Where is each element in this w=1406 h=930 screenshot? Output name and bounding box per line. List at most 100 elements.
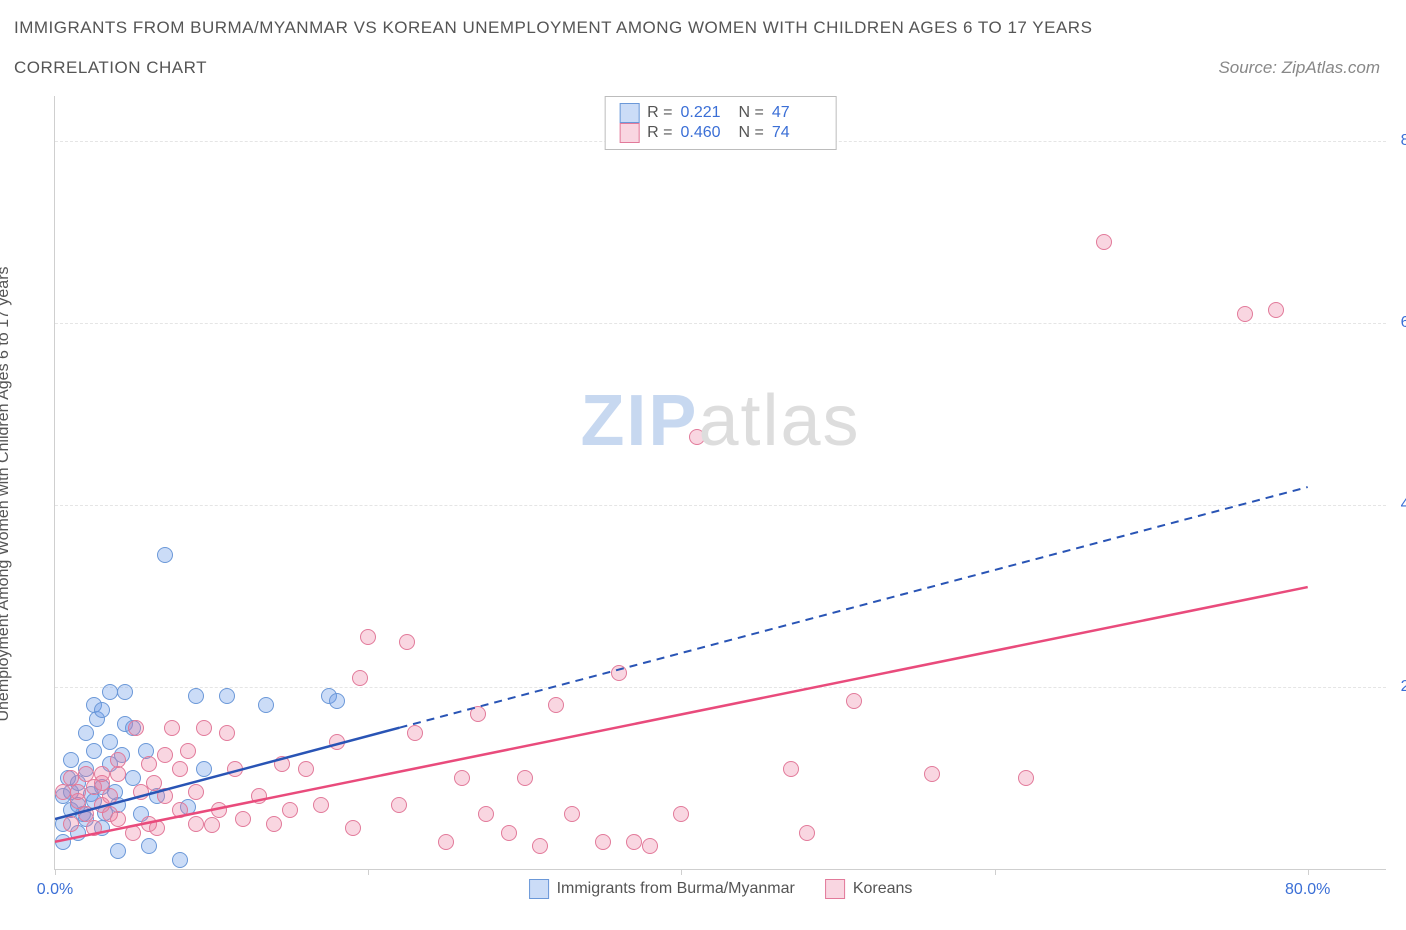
scatter-point (196, 720, 212, 736)
legend-item-series1: Immigrants from Burma/Myanmar (529, 879, 795, 899)
x-tick-label: 0.0% (37, 881, 73, 899)
scatter-point (783, 761, 799, 777)
scatter-point (595, 834, 611, 850)
scatter-point (180, 743, 196, 759)
scatter-point (149, 820, 165, 836)
chart-subtitle: CORRELATION CHART (14, 58, 207, 78)
scatter-point (352, 670, 368, 686)
scatter-point (102, 684, 118, 700)
swatch-series1-icon (529, 879, 549, 899)
scatter-point (55, 784, 71, 800)
scatter-point (642, 838, 658, 854)
swatch-series2 (619, 123, 639, 143)
stat-row-series2: R = 0.460 N = 74 (619, 123, 822, 143)
scatter-point (102, 734, 118, 750)
scatter-point (219, 688, 235, 704)
scatter-point (70, 784, 86, 800)
y-axis-label: Unemployment Among Women with Children A… (0, 266, 13, 721)
scatter-point (188, 816, 204, 832)
scatter-point (251, 788, 267, 804)
stat-r-label: R = (647, 124, 672, 142)
scatter-point (399, 634, 415, 650)
stat-row-series1: R = 0.221 N = 47 (619, 103, 822, 123)
watermark-zip: ZIP (580, 381, 698, 461)
scatter-point (102, 788, 118, 804)
scatter-point (235, 811, 251, 827)
scatter-point (689, 429, 705, 445)
scatter-point (141, 756, 157, 772)
y-tick-label: 80.0% (1391, 132, 1406, 150)
scatter-point (1096, 234, 1112, 250)
scatter-point (924, 766, 940, 782)
scatter-point (258, 697, 274, 713)
swatch-series2-icon (825, 879, 845, 899)
scatter-point (282, 802, 298, 818)
x-tick-mark (681, 869, 682, 875)
scatter-point (188, 688, 204, 704)
chart-container: Unemployment Among Women with Children A… (14, 88, 1386, 900)
trend-lines-layer (55, 96, 1386, 869)
scatter-point (478, 806, 494, 822)
x-tick-mark (368, 869, 369, 875)
scatter-point (407, 725, 423, 741)
chart-title: IMMIGRANTS FROM BURMA/MYANMAR VS KOREAN … (14, 18, 1092, 38)
scatter-point (117, 684, 133, 700)
scatter-point (501, 825, 517, 841)
scatter-point (164, 720, 180, 736)
watermark-atlas: atlas (698, 381, 860, 461)
y-tick-label: 20.0% (1391, 678, 1406, 696)
scatter-point (63, 816, 79, 832)
source-attribution: Source: ZipAtlas.com (1218, 58, 1380, 78)
x-tick-mark (995, 869, 996, 875)
scatter-point (219, 725, 235, 741)
swatch-series1 (619, 103, 639, 123)
scatter-point (329, 734, 345, 750)
scatter-point (564, 806, 580, 822)
legend-bottom: Immigrants from Burma/Myanmar Koreans (529, 879, 913, 899)
scatter-point (799, 825, 815, 841)
scatter-point (110, 752, 126, 768)
scatter-point (274, 756, 290, 772)
stat-r-label: R = (647, 104, 672, 122)
stat-n-label: N = (739, 124, 764, 142)
gridline-h (55, 505, 1386, 506)
x-tick-mark (1308, 869, 1309, 875)
scatter-point (298, 761, 314, 777)
stat-r-value-1: 0.221 (681, 104, 731, 122)
scatter-point (141, 838, 157, 854)
scatter-point (110, 811, 126, 827)
scatter-point (188, 784, 204, 800)
scatter-point (110, 766, 126, 782)
x-tick-mark (55, 869, 56, 875)
scatter-point (454, 770, 470, 786)
correlation-stats-box: R = 0.221 N = 47 R = 0.460 N = 74 (604, 96, 837, 150)
scatter-point (517, 770, 533, 786)
stat-n-value-1: 47 (772, 104, 822, 122)
scatter-point (846, 693, 862, 709)
scatter-point (63, 752, 79, 768)
scatter-point (157, 788, 173, 804)
y-tick-label: 60.0% (1391, 314, 1406, 332)
plot-area: R = 0.221 N = 47 R = 0.460 N = 74 ZIPatl… (54, 96, 1386, 870)
scatter-point (626, 834, 642, 850)
stat-n-label: N = (739, 104, 764, 122)
scatter-point (146, 775, 162, 791)
scatter-point (157, 547, 173, 563)
stat-r-value-2: 0.460 (681, 124, 731, 142)
scatter-point (55, 834, 71, 850)
watermark: ZIPatlas (580, 380, 860, 462)
scatter-point (157, 747, 173, 763)
gridline-h (55, 323, 1386, 324)
y-tick-label: 40.0% (1391, 496, 1406, 514)
scatter-point (532, 838, 548, 854)
scatter-point (329, 693, 345, 709)
scatter-point (1268, 302, 1284, 318)
scatter-point (94, 702, 110, 718)
scatter-point (125, 825, 141, 841)
scatter-point (391, 797, 407, 813)
x-tick-label: 80.0% (1285, 881, 1330, 899)
scatter-point (1018, 770, 1034, 786)
scatter-point (360, 629, 376, 645)
scatter-point (673, 806, 689, 822)
scatter-point (1237, 306, 1253, 322)
